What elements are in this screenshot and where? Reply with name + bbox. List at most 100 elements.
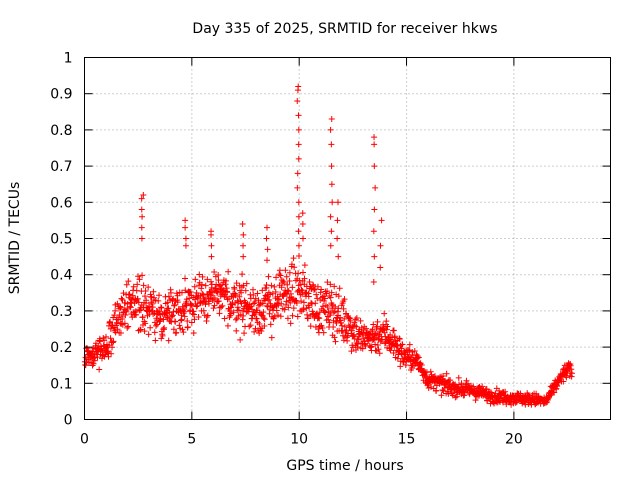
- data-point: [178, 289, 185, 296]
- data-point: [251, 299, 258, 306]
- y-tick-label: 0.8: [50, 123, 72, 139]
- data-point: [284, 281, 291, 288]
- data-point: [238, 289, 245, 296]
- data-point: [275, 312, 282, 319]
- data-point: [327, 281, 334, 288]
- data-point: [336, 285, 343, 292]
- data-point: [215, 298, 222, 305]
- data-point: [260, 309, 267, 316]
- data-point: [371, 330, 378, 337]
- data-point: [409, 349, 416, 356]
- data-point: [352, 346, 359, 353]
- data-point: [275, 296, 282, 303]
- data-point: [90, 360, 97, 367]
- data-point: [143, 297, 150, 304]
- data-point: [318, 286, 325, 293]
- data-point: [452, 394, 459, 401]
- data-point: [370, 278, 377, 285]
- data-point: [317, 289, 324, 296]
- data-point: [261, 316, 268, 323]
- data-point: [295, 228, 302, 235]
- data-point: [335, 293, 342, 300]
- data-point: [264, 257, 271, 264]
- data-point: [208, 253, 215, 260]
- data-point: [119, 315, 126, 322]
- data-point: [263, 281, 270, 288]
- data-point: [149, 300, 156, 307]
- data-point: [214, 288, 221, 295]
- data-point: [210, 305, 217, 312]
- data-point: [311, 286, 318, 293]
- data-point: [215, 272, 222, 279]
- y-tick-label: 0.7: [50, 159, 72, 175]
- data-point: [104, 349, 111, 356]
- data-point: [107, 318, 114, 325]
- data-point: [568, 366, 575, 373]
- data-point: [283, 273, 290, 280]
- data-point: [330, 323, 337, 330]
- data-point: [324, 304, 331, 311]
- data-point: [293, 300, 300, 307]
- data-point: [250, 286, 257, 293]
- data-point: [372, 184, 379, 191]
- data-point: [181, 313, 188, 320]
- data-point: [526, 392, 533, 399]
- data-point: [328, 163, 335, 170]
- data-point: [295, 252, 302, 259]
- data-point: [314, 283, 321, 290]
- data-point: [191, 283, 198, 290]
- data-point: [324, 288, 331, 295]
- data-point: [240, 282, 247, 289]
- data-point: [230, 309, 237, 316]
- data-point: [195, 313, 202, 320]
- data-point: [224, 322, 231, 329]
- data-point: [141, 293, 148, 300]
- y-tick-label: 0.9: [50, 87, 72, 103]
- data-point: [157, 304, 164, 311]
- data-point: [138, 235, 145, 242]
- data-point: [141, 328, 148, 335]
- data-point: [310, 282, 317, 289]
- data-point: [107, 335, 114, 342]
- data-point: [350, 332, 357, 339]
- data-point: [165, 305, 172, 312]
- data-point: [348, 348, 355, 355]
- data-point: [137, 326, 144, 333]
- data-point: [158, 304, 165, 311]
- data-point: [221, 315, 228, 322]
- data-point: [399, 341, 406, 348]
- data-point: [334, 217, 341, 224]
- data-point: [261, 322, 268, 329]
- data-point: [107, 325, 114, 332]
- data-point: [299, 210, 306, 217]
- data-point: [268, 282, 275, 289]
- data-point: [169, 312, 176, 319]
- data-point: [202, 282, 209, 289]
- data-point: [241, 330, 248, 337]
- data-point: [295, 112, 302, 119]
- data-point: [101, 337, 108, 344]
- data-point: [273, 274, 280, 281]
- data-point: [278, 300, 285, 307]
- data-point: [168, 313, 175, 320]
- data-point: [414, 353, 421, 360]
- data-point: [301, 275, 308, 282]
- data-point: [138, 224, 145, 231]
- data-point: [198, 281, 205, 288]
- data-point: [427, 368, 434, 375]
- data-point: [316, 315, 323, 322]
- data-point: [240, 231, 247, 238]
- data-point: [239, 316, 246, 323]
- data-point: [133, 287, 140, 294]
- data-point: [295, 199, 302, 206]
- data-point: [351, 319, 358, 326]
- data-point: [281, 280, 288, 287]
- data-point: [267, 291, 274, 298]
- data-point: [190, 308, 197, 315]
- data-point: [259, 300, 266, 307]
- data-point: [283, 298, 290, 305]
- data-point: [236, 293, 243, 300]
- y-axis-label: SRMTID / TECUs: [7, 182, 23, 295]
- data-point: [383, 318, 390, 325]
